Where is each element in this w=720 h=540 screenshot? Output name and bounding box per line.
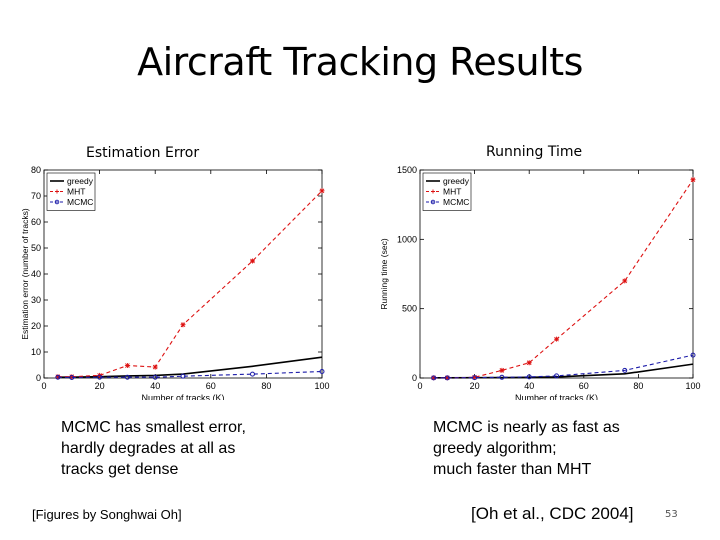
x-tick-label: 20 bbox=[95, 381, 105, 391]
y-tick-label: 500 bbox=[402, 304, 417, 314]
legend-marker-mht bbox=[55, 189, 59, 194]
data-point-mht bbox=[152, 364, 158, 370]
series-line-greedy bbox=[433, 363, 694, 379]
x-tick-label: 40 bbox=[150, 381, 160, 391]
data-point-mcmc bbox=[472, 375, 478, 381]
data-point-mcmc bbox=[97, 374, 103, 380]
y-tick-label: 60 bbox=[31, 217, 41, 227]
x-tick-label: 100 bbox=[314, 381, 329, 391]
data-point-mcmc bbox=[554, 373, 559, 379]
data-point-mht bbox=[180, 322, 186, 328]
data-point-mcmc bbox=[319, 369, 325, 374]
data-point-mcmc bbox=[124, 374, 130, 380]
data-point-mht bbox=[554, 336, 559, 342]
chart-2-title: Running Time bbox=[486, 144, 583, 160]
data-point-mht bbox=[444, 375, 450, 381]
legend-label-mcmc: MCMC bbox=[67, 197, 93, 207]
x-tick-label: 80 bbox=[261, 381, 271, 391]
series-mht bbox=[431, 177, 696, 381]
data-point-mcmc bbox=[250, 371, 255, 377]
y-tick-label: 20 bbox=[31, 321, 41, 331]
series-greedy bbox=[57, 356, 323, 379]
x-tick-label: 0 bbox=[417, 381, 422, 391]
figure-credit: [Figures by Songhwai Oh] bbox=[32, 507, 182, 522]
legend-marker-mcmc bbox=[54, 199, 60, 205]
left-note: MCMC has smallest error, hardly degrades… bbox=[61, 419, 246, 478]
data-point-mcmc bbox=[690, 352, 696, 358]
data-point-mcmc bbox=[499, 374, 505, 380]
x-tick-label: 60 bbox=[579, 381, 589, 391]
data-point-mht bbox=[55, 374, 61, 380]
data-point-mcmc bbox=[444, 375, 450, 381]
data-point-mht bbox=[690, 177, 696, 183]
x-axis-label: Number of tracks (K) bbox=[515, 393, 598, 400]
y-tick-label: 80 bbox=[31, 165, 41, 175]
x-tick-label: 100 bbox=[685, 381, 700, 391]
y-tick-label: 0 bbox=[36, 373, 41, 383]
x-tick-label: 40 bbox=[524, 381, 534, 391]
data-point-mht bbox=[431, 375, 437, 381]
series-mcmc bbox=[55, 369, 325, 380]
y-axis-label: Estimation error (number of tracks) bbox=[20, 208, 30, 339]
y-tick-label: 40 bbox=[31, 269, 41, 279]
estimation-error-chart: 0 20 40 60 80 100 0 10 20 30 40 50 60 70 80 Number of t… bbox=[20, 165, 330, 400]
legend-label-mcmc: MCMC bbox=[443, 197, 469, 207]
x-tick-label: 0 bbox=[41, 381, 46, 391]
legend-label-mht: MHT bbox=[443, 187, 461, 197]
data-point-mht bbox=[499, 367, 505, 373]
y-tick-label: 30 bbox=[31, 295, 41, 305]
data-point-mcmc bbox=[69, 374, 75, 380]
data-point-mcmc bbox=[180, 373, 186, 379]
y-tick-label: 1500 bbox=[397, 165, 417, 175]
legend-label-greedy: greedy bbox=[443, 176, 470, 186]
right-note: MCMC is nearly as fast as greedy algorit… bbox=[433, 419, 620, 478]
slide-title: Aircraft Tracking Results bbox=[137, 40, 583, 84]
data-point-mcmc bbox=[622, 367, 628, 373]
legend-label-mht: MHT bbox=[67, 187, 85, 197]
page-number: 53 bbox=[665, 509, 678, 520]
data-point-mcmc bbox=[152, 374, 158, 380]
data-point-mcmc bbox=[55, 374, 61, 380]
legend-marker-mcmc bbox=[430, 199, 436, 205]
legend-marker-mht bbox=[431, 189, 435, 194]
y-tick-label: 10 bbox=[31, 347, 41, 357]
data-point-mht bbox=[124, 363, 130, 369]
legend-label-greedy: greedy bbox=[67, 176, 94, 186]
series-line-greedy bbox=[57, 356, 323, 379]
x-tick-label: 80 bbox=[633, 381, 643, 391]
series-greedy bbox=[433, 363, 694, 379]
series-mcmc bbox=[431, 352, 696, 381]
x-tick-label: 20 bbox=[470, 381, 480, 391]
data-point-mcmc bbox=[526, 374, 532, 380]
data-point-mht bbox=[622, 278, 628, 284]
data-point-mht bbox=[526, 360, 532, 366]
data-point-mcmc bbox=[431, 375, 437, 381]
chart-1-title: Estimation Error bbox=[86, 145, 200, 161]
data-point-mht bbox=[319, 188, 325, 194]
data-point-mht bbox=[250, 258, 255, 264]
citation: [Oh et al., CDC 2004] bbox=[471, 504, 634, 523]
series-line-mht bbox=[57, 190, 323, 378]
data-point-mht bbox=[69, 374, 75, 380]
y-tick-label: 50 bbox=[31, 243, 41, 253]
series-line-mcmc bbox=[57, 370, 323, 379]
y-tick-label: 1000 bbox=[397, 234, 417, 244]
y-axis-label: Running time (sec) bbox=[379, 238, 389, 310]
y-tick-label: 0 bbox=[412, 373, 417, 383]
x-axis-label: Number of tracks (K) bbox=[141, 393, 224, 400]
x-tick-label: 60 bbox=[206, 381, 216, 391]
data-point-mht bbox=[472, 374, 478, 380]
y-tick-label: 70 bbox=[31, 191, 41, 201]
